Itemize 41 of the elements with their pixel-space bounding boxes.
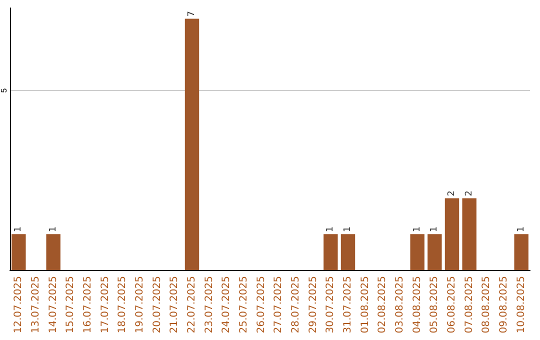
x-tick-label: 16.07.2025	[82, 276, 94, 334]
x-tick-label: 23.07.2025	[204, 276, 215, 334]
x-tick-label: 14.07.2025	[48, 276, 59, 334]
data-label: 1	[412, 226, 422, 232]
data-label: 7	[187, 11, 197, 17]
x-tick-label: 28.07.2025	[290, 276, 302, 334]
x-tick-label: 20.07.2025	[152, 276, 163, 334]
data-label: 1	[516, 226, 526, 232]
x-tick-label: 09.08.2025	[498, 276, 510, 334]
x-tick-label: 27.07.2025	[273, 276, 284, 334]
data-label: 1	[326, 226, 336, 232]
x-tick-label: 12.07.2025	[13, 276, 24, 334]
x-tick-label: 21.07.2025	[169, 276, 180, 334]
x-tick-label: 06.08.2025	[446, 276, 458, 334]
x-tick-label: 04.08.2025	[412, 276, 423, 334]
data-label: 1	[430, 226, 440, 232]
x-tick-label: 18.07.2025	[117, 276, 128, 334]
x-tick-label: 17.07.2025	[100, 276, 111, 334]
x-tick-label: 29.07.2025	[308, 276, 319, 334]
data-label: 2	[447, 190, 457, 196]
data-label: 1	[14, 226, 24, 232]
data-label: 2	[464, 190, 474, 196]
x-tick-label: 24.07.2025	[221, 276, 232, 334]
x-tick-label: 22.07.2025	[186, 276, 198, 334]
x-tick-label: 19.07.2025	[134, 276, 146, 334]
x-tick-label: 01.08.2025	[360, 276, 371, 334]
x-tick-label: 07.08.2025	[464, 276, 475, 334]
x-tick-label: 26.07.2025	[256, 276, 267, 334]
x-tick-label: 02.08.2025	[377, 276, 388, 334]
data-label: 1	[48, 226, 58, 232]
data-label: 1	[343, 226, 353, 232]
x-tick-label: 03.08.2025	[394, 276, 406, 334]
x-tick-label: 13.07.2025	[30, 276, 42, 334]
x-tick-label: 15.07.2025	[65, 276, 76, 334]
x-tick-label: 31.07.2025	[342, 276, 354, 334]
x-tick-label: 05.08.2025	[429, 276, 440, 334]
y-tick-label: 5	[0, 88, 8, 93]
x-tick-label: 30.07.2025	[325, 276, 336, 334]
x-tick-label: 08.08.2025	[481, 276, 492, 334]
x-tick-label: 10.08.2025	[516, 276, 527, 334]
x-tick-label: 25.07.2025	[238, 276, 250, 334]
